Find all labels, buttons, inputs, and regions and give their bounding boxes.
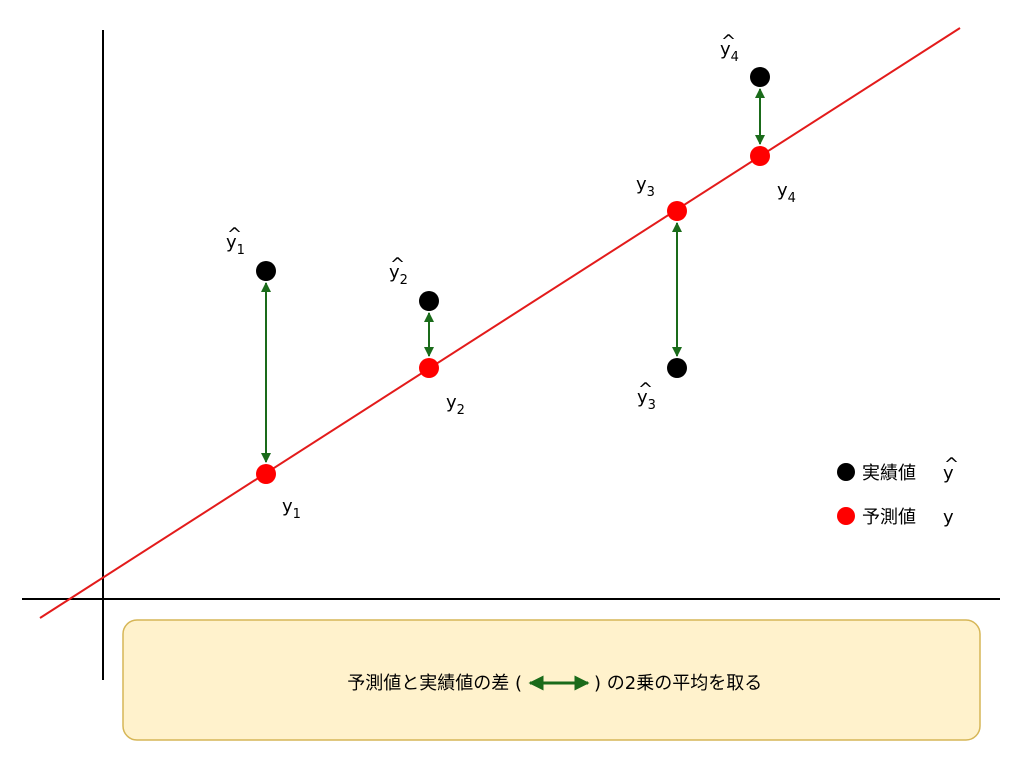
point-label: y2 [389, 262, 408, 288]
legend-symbol: y [943, 463, 954, 484]
symbol: y [636, 174, 647, 195]
hat: ^ [390, 254, 405, 275]
point-label: y4 [777, 180, 796, 206]
point-label: y3 [637, 387, 656, 413]
subscript: 1 [237, 243, 245, 258]
legend-marker [837, 463, 855, 481]
legend-marker [837, 507, 855, 525]
actual-point [750, 67, 770, 87]
symbol: y [446, 392, 457, 413]
actual-point [256, 261, 276, 281]
subscript: 4 [788, 191, 796, 206]
subscript: 2 [457, 403, 465, 418]
symbol: y [226, 232, 237, 253]
legend-label: 実績値 [862, 463, 916, 484]
symbol: y [637, 387, 648, 408]
hat: ^ [227, 224, 242, 245]
point-label: y3 [636, 174, 655, 200]
subscript: 1 [293, 507, 301, 522]
note-before: 予測値と実績値の差 ( [347, 673, 522, 694]
note-box [122, 619, 981, 741]
point-label: y2 [446, 392, 465, 418]
hat: ^ [638, 379, 653, 400]
actual-point [419, 291, 439, 311]
predicted-point [750, 146, 770, 166]
hat: ^ [944, 454, 959, 475]
note-after: ) の2乗の平均を取る [594, 673, 762, 694]
predicted-point [256, 464, 276, 484]
legend-symbol: y [943, 507, 954, 528]
point-label: y1 [282, 496, 301, 522]
predicted-point [667, 201, 687, 221]
regression-line [39, 27, 961, 619]
subscript: 3 [647, 185, 655, 200]
legend-label: 予測値 [862, 507, 916, 528]
hat: ^ [721, 31, 736, 52]
subscript: 3 [648, 398, 656, 413]
symbol: y [720, 39, 731, 60]
subscript: 2 [400, 273, 408, 288]
subscript: 4 [731, 50, 739, 65]
actual-point [667, 358, 687, 378]
symbol: y [777, 180, 788, 201]
predicted-point [419, 358, 439, 378]
point-label: y4 [720, 39, 739, 65]
symbol: y [282, 496, 293, 517]
point-label: y1 [226, 232, 245, 258]
symbol: y [389, 262, 400, 283]
